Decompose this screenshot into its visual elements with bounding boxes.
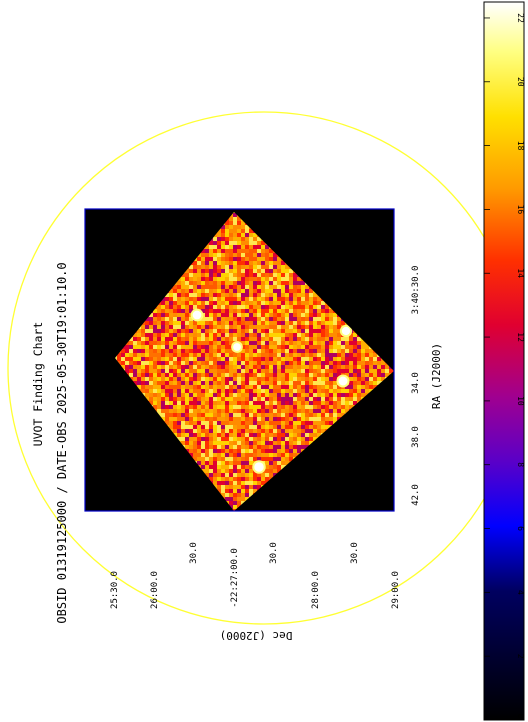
image-frame	[84, 208, 395, 512]
colorbar-tick-label: 0	[516, 714, 525, 719]
colorbar-tick-label: 2	[516, 654, 525, 659]
chart-title: UVOT Finding Chart	[31, 322, 45, 447]
dec-tick-label: 25:30.0	[110, 571, 120, 609]
colorbar-tick-label: 8	[516, 462, 525, 467]
colorbar-tick-label: 20	[516, 77, 525, 87]
colorbar-tick-label: 6	[516, 526, 525, 531]
colorbar	[483, 1, 525, 721]
source-core	[338, 376, 348, 386]
ra-tick-labels: 42.0 38.0 34.0 3:40:30.0	[411, 266, 421, 506]
source-core	[254, 462, 264, 472]
dec-tick-label: 30.0	[269, 542, 279, 564]
colorbar-tick-label: 14	[516, 268, 525, 278]
ra-tick-label: 3:40:30.0	[411, 266, 421, 315]
colorbar-tick-label: 12	[516, 332, 525, 342]
ra-tick-label: 38.0	[411, 426, 421, 448]
colorbar-tick-label: 18	[516, 141, 525, 151]
dec-tick-label: -22:27:00.0	[230, 548, 240, 608]
ra-tick-label: 34.0	[411, 372, 421, 394]
ra-axis-label: RA (J2000)	[430, 343, 443, 409]
source-core	[192, 310, 202, 320]
source-core	[233, 343, 241, 351]
source-core	[341, 326, 351, 336]
chart-subtitle: OBSID 01319125000 / DATE-OBS 2025-05-30T…	[55, 262, 69, 623]
dec-tick-label: 30.0	[350, 542, 360, 564]
dec-tick-label: 26:00.0	[150, 571, 160, 609]
dec-tick-label: 29:00.0	[391, 571, 401, 609]
colorbar-tick-label: 22	[516, 13, 525, 23]
colorbar-tick-label: 10	[516, 396, 525, 406]
colorbar-tick-label: 16	[516, 205, 525, 215]
dec-tick-label: 28:00.0	[311, 571, 321, 609]
dec-tick-labels: 25:30.0 26:00.0 30.0 -22:27:00.0 30.0 28:00.0…	[110, 542, 401, 609]
dec-tick-label: 30.0	[189, 542, 199, 564]
colorbar-tick-label: 4	[516, 590, 525, 595]
ra-tick-label: 42.0	[411, 484, 421, 506]
dec-axis-label: Dec (J2000)	[220, 629, 293, 642]
colorbar-ticks: 0 2 4 6 8 10 12 14 16 18 20 22	[484, 13, 525, 721]
